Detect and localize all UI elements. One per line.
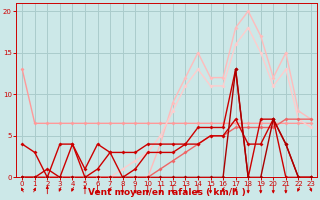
X-axis label: Vent moyen/en rafales ( km/h ): Vent moyen/en rafales ( km/h ): [88, 188, 245, 197]
